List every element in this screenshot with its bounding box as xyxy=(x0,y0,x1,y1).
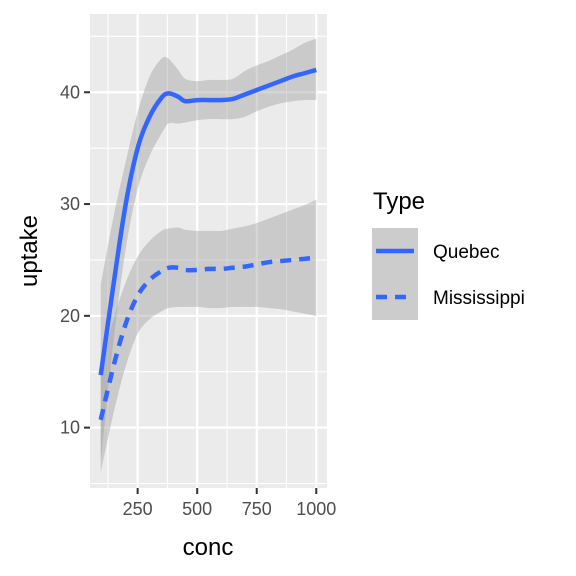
confidence-ribbons xyxy=(100,38,317,473)
legend-title: Type xyxy=(373,188,425,215)
y-tick-label: 20 xyxy=(60,306,80,326)
grid-major xyxy=(90,14,327,488)
ribbon-quebec xyxy=(100,38,317,462)
x-tick-label: 1000 xyxy=(296,499,336,519)
y-axis: 10 20 30 40 xyxy=(60,82,90,438)
x-axis: 250 500 750 1000 xyxy=(123,488,336,519)
x-tick-label: 750 xyxy=(242,499,272,519)
y-axis-title: uptake xyxy=(16,215,43,287)
x-tick-label: 250 xyxy=(123,499,153,519)
legend-label-quebec: Quebec xyxy=(433,242,500,263)
line-quebec xyxy=(98,67,317,376)
series-lines xyxy=(98,67,317,421)
y-tick-label: 10 xyxy=(60,418,80,438)
x-tick-label: 500 xyxy=(182,499,212,519)
legend: Type Quebec Mississippi xyxy=(372,188,525,320)
y-tick-label: 30 xyxy=(60,194,80,214)
legend-label-mississippi: Mississippi xyxy=(433,288,525,309)
ribbon-mississippi xyxy=(100,199,317,473)
x-axis-title: conc xyxy=(183,534,234,561)
y-tick-label: 40 xyxy=(60,82,80,102)
